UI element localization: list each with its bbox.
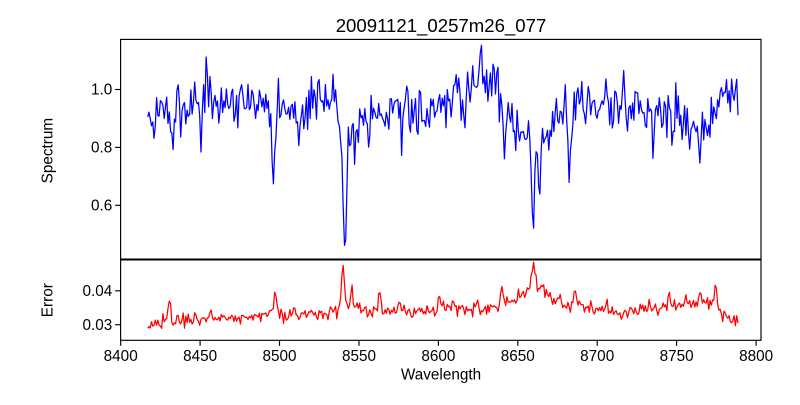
- svg-text:8500: 8500: [262, 348, 296, 365]
- svg-text:0.6: 0.6: [91, 198, 112, 215]
- svg-text:8450: 8450: [183, 348, 217, 365]
- svg-text:1.0: 1.0: [91, 82, 112, 99]
- svg-text:0.8: 0.8: [91, 140, 112, 157]
- svg-text:20091121_0257m26_077: 20091121_0257m26_077: [336, 15, 547, 37]
- svg-text:8400: 8400: [104, 348, 138, 365]
- svg-text:0.03: 0.03: [83, 317, 113, 334]
- svg-text:Error: Error: [40, 283, 57, 317]
- svg-text:Spectrum: Spectrum: [40, 118, 57, 183]
- svg-text:0.04: 0.04: [83, 283, 113, 300]
- svg-text:Wavelength: Wavelength: [401, 367, 481, 384]
- svg-text:8700: 8700: [580, 348, 614, 365]
- svg-text:8600: 8600: [421, 348, 455, 365]
- svg-text:8650: 8650: [501, 348, 535, 365]
- svg-text:8750: 8750: [660, 348, 694, 365]
- svg-text:8800: 8800: [739, 348, 773, 365]
- svg-text:8550: 8550: [342, 348, 376, 365]
